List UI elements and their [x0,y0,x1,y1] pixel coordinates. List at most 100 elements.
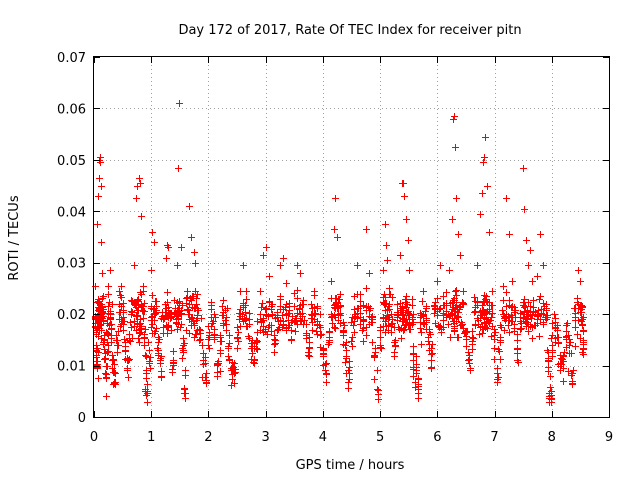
data-point [329,320,336,327]
data-point [385,303,392,310]
data-point [409,296,416,303]
data-point [234,345,241,352]
data-point [545,368,552,375]
grid [94,57,609,417]
data-point [184,306,191,313]
data-point [580,345,587,352]
data-point [193,295,200,302]
data-point [491,356,498,363]
data-point [180,335,187,342]
data-point [409,302,416,309]
data-point [555,334,562,341]
data-point [525,299,532,306]
data-point [413,353,420,360]
data-point [392,343,399,350]
data-point [348,319,355,326]
data-point [196,326,203,333]
data-point [99,303,106,310]
data-point [237,323,244,330]
data-point [366,307,373,314]
data-point [141,331,148,338]
data-point [141,342,148,349]
data-point [193,331,200,338]
data-point [447,334,454,341]
axis-ticks [94,57,610,418]
data-point [456,304,463,311]
data-point [561,349,568,356]
data-point [182,367,189,374]
data-point [300,297,307,304]
data-point [225,353,232,360]
data-point [294,262,301,269]
data-point [294,287,301,294]
data-point [517,326,524,333]
data-point [190,318,197,325]
data-point [146,358,153,365]
data-point [537,231,544,238]
data-point [557,367,564,374]
data-point [320,351,327,358]
data-point [502,314,509,321]
data-point [99,270,106,277]
data-point [394,312,401,319]
data-point [518,320,525,327]
data-point [236,310,243,317]
data-point [462,328,469,335]
data-point [410,373,417,380]
data-point [115,328,122,335]
data-point [118,283,125,290]
data-point [463,343,470,350]
data-point [152,298,159,305]
data-point [125,357,132,364]
data-point [198,315,205,322]
data-point [143,353,150,360]
data-point [354,262,361,269]
data-point [133,195,140,202]
data-point [97,322,104,329]
data-point [484,325,491,332]
data-point [136,339,143,346]
data-point [413,361,420,368]
data-point [529,312,536,319]
data-point [96,175,103,182]
data-point [377,324,384,331]
data-point [378,345,385,352]
data-point [398,335,405,342]
data-point [466,352,473,359]
data-point [560,358,567,365]
data-point [469,334,476,341]
data-point [434,295,441,302]
data-point [98,239,105,246]
data-point [186,330,193,337]
data-point [113,332,120,339]
data-point [382,221,389,228]
data-point [509,278,516,285]
data-point [314,305,321,312]
data-point [418,341,425,348]
data-point [469,346,476,353]
data-point [192,288,199,295]
data-point [95,375,102,382]
data-point [450,116,457,123]
data-point [259,300,266,307]
data-point [271,341,278,348]
data-point [109,357,116,364]
data-point [134,183,141,190]
data-point [337,320,344,327]
data-point [363,226,370,233]
data-point [122,339,129,346]
data-point [530,304,537,311]
data-point [410,319,417,326]
data-point [514,357,521,364]
data-point [505,322,512,329]
data-point [122,347,129,354]
data-point [536,333,543,340]
data-point [341,322,348,329]
data-point [351,306,358,313]
data-point [492,329,499,336]
data-point [500,283,507,290]
data-point [508,312,515,319]
data-point [574,331,581,338]
data-point [482,134,489,141]
x-tick-label: 6 [433,430,441,445]
